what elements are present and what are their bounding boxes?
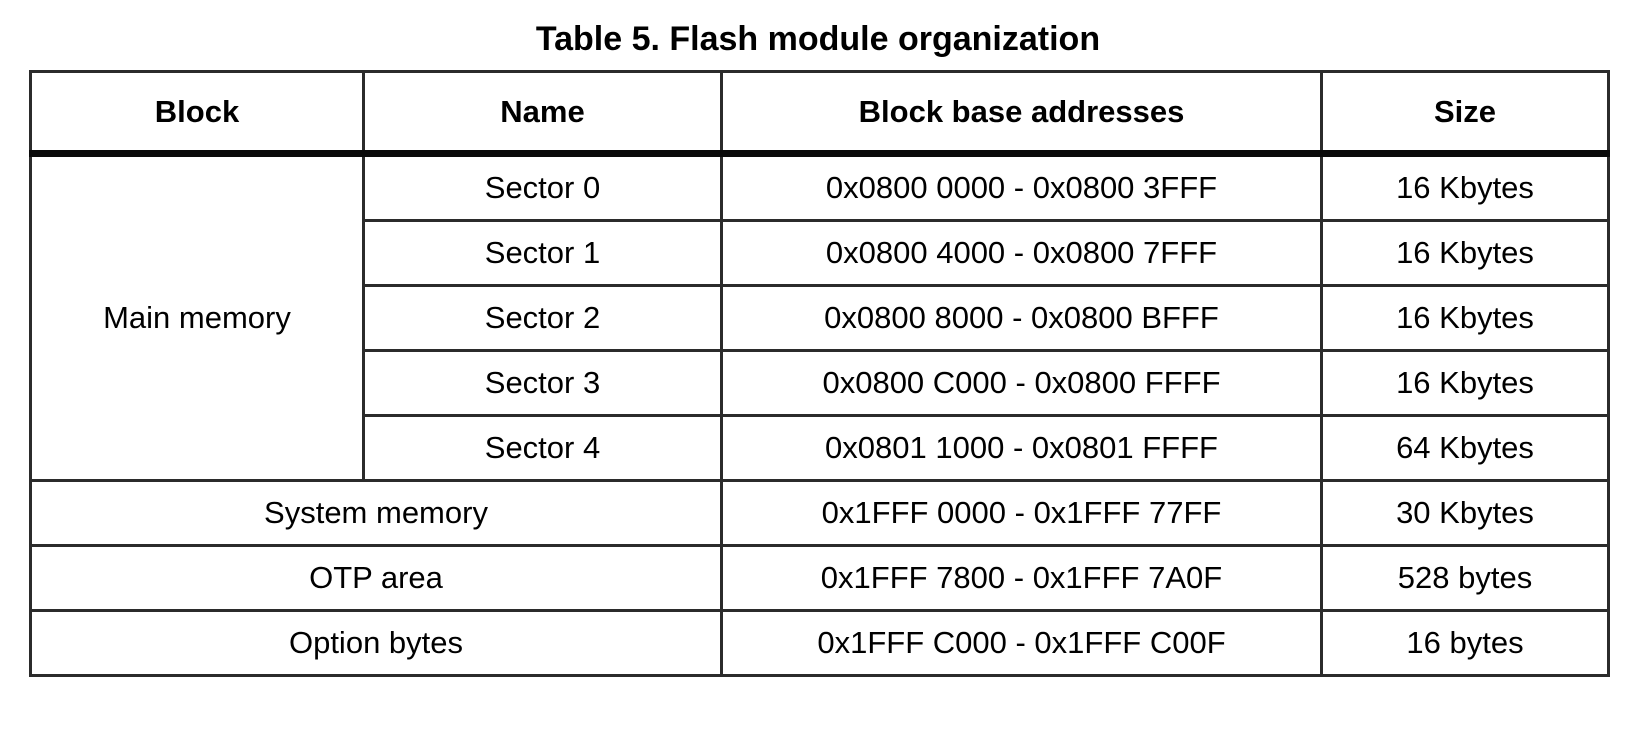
table-row-sector-2: Sector 2 0x0800 8000 - 0x0800 BFFF 16 Kb…: [31, 284, 1610, 352]
sector-size-cell: 16 Kbytes: [1320, 284, 1610, 352]
sector-name-cell: Sector 3: [362, 349, 723, 417]
table-row-sector-3: Sector 3 0x0800 C000 - 0x0800 FFFF 16 Kb…: [31, 349, 1610, 417]
block-address-cell: 0x1FFF C000 - 0x1FFF C00F: [720, 609, 1323, 677]
sector-size-cell: 64 Kbytes: [1320, 414, 1610, 482]
sector-address-cell: 0x0801 1000 - 0x0801 FFFF: [720, 414, 1323, 482]
sector-size-cell: 16 Kbytes: [1320, 152, 1610, 222]
header-cell-address: Block base addresses: [720, 70, 1323, 157]
table-title: Table 5. Flash module organization: [535, 20, 1101, 58]
sector-address-cell: 0x0800 4000 - 0x0800 7FFF: [720, 219, 1323, 287]
sector-name-cell: Sector 2: [362, 284, 723, 352]
header-row: Block Name Block base addresses Size: [29, 70, 1610, 157]
sector-size-cell: 16 Kbytes: [1320, 219, 1610, 287]
header-cell-size: Size: [1320, 70, 1610, 157]
block-size-cell: 528 bytes: [1320, 544, 1610, 612]
table-row-sector-4: Sector 4 0x0801 1000 - 0x0801 FFFF 64 Kb…: [31, 414, 1610, 482]
block-size-cell: 30 Kbytes: [1320, 479, 1610, 547]
main-memory-block-cell: Main memory: [29, 152, 365, 482]
sector-name-cell: Sector 1: [362, 219, 723, 287]
flash-module-organization-table: Block Name Block base addresses Size Mai…: [29, 70, 1610, 677]
block-address-cell: 0x1FFF 7800 - 0x1FFF 7A0F: [720, 544, 1323, 612]
block-address-cell: 0x1FFF 0000 - 0x1FFF 77FF: [720, 479, 1323, 547]
block-size-cell: 16 bytes: [1320, 609, 1610, 677]
sector-name-cell: Sector 0: [362, 152, 723, 222]
sector-address-cell: 0x0800 8000 - 0x0800 BFFF: [720, 284, 1323, 352]
table-row-system-memory: System memory 0x1FFF 0000 - 0x1FFF 77FF …: [29, 479, 1610, 547]
sector-address-cell: 0x0800 C000 - 0x0800 FFFF: [720, 349, 1323, 417]
sector-address-cell: 0x0800 0000 - 0x0800 3FFF: [720, 152, 1323, 222]
sector-size-cell: 16 Kbytes: [1320, 349, 1610, 417]
block-name-cell: OTP area: [29, 544, 723, 612]
header-cell-block: Block: [29, 70, 365, 157]
table-row-option-bytes: Option bytes 0x1FFF C000 - 0x1FFF C00F 1…: [29, 609, 1610, 677]
document-page: Table 5. Flash module organization Block…: [0, 20, 1630, 734]
header-cell-name: Name: [362, 70, 723, 157]
sector-name-cell: Sector 4: [362, 414, 723, 482]
block-name-cell: System memory: [29, 479, 723, 547]
table-row-sector-1: Sector 1 0x0800 4000 - 0x0800 7FFF 16 Kb…: [31, 219, 1610, 287]
table-row-sector-0: Main memory Sector 0 0x0800 0000 - 0x080…: [29, 152, 1610, 482]
table-row-otp-area: OTP area 0x1FFF 7800 - 0x1FFF 7A0F 528 b…: [29, 544, 1610, 612]
block-name-cell: Option bytes: [29, 609, 723, 677]
